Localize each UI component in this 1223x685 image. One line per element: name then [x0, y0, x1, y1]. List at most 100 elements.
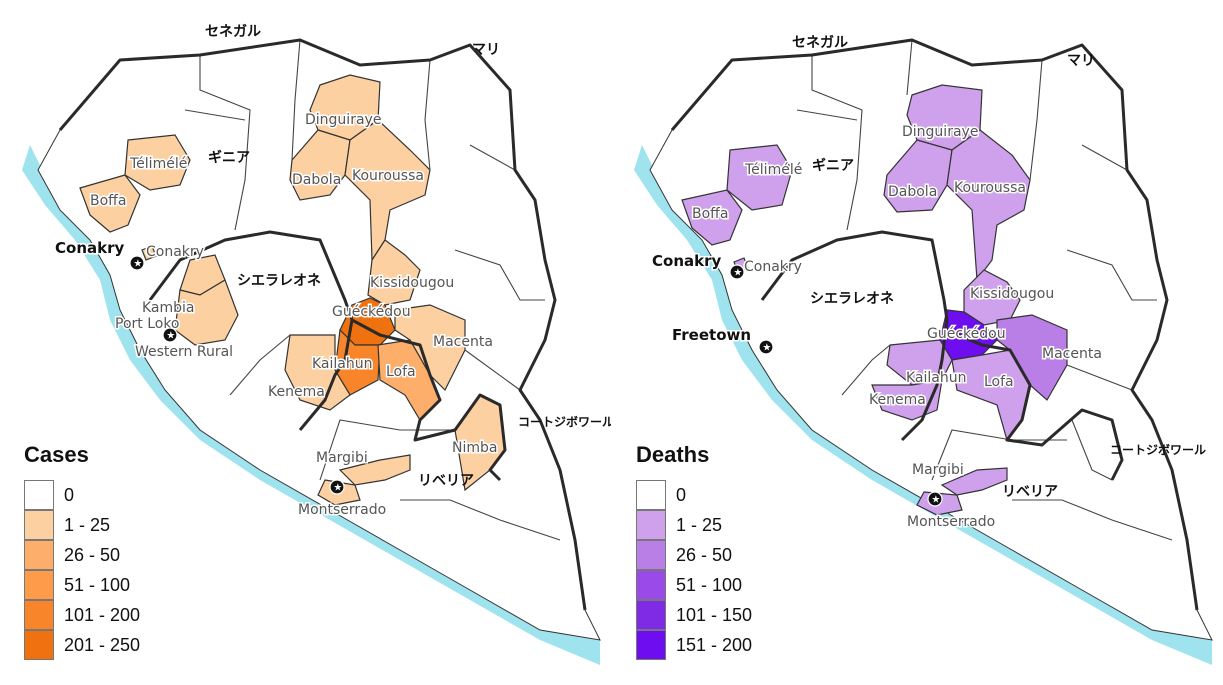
legend-label: 1 - 25 [64, 514, 111, 535]
label-macenta: Macenta [433, 334, 493, 350]
label-dabola: Dabola [292, 172, 341, 188]
district-boffa [681, 189, 743, 246]
legend-entry: 1 - 25 [24, 510, 140, 540]
legend-entry: 1 - 25 [636, 510, 752, 540]
label-city-conakry: Conakry [55, 239, 124, 257]
capital-markers: Conakry ★ ★ ★ [54, 238, 345, 495]
label-sierra-leone: シエラレオネ [237, 273, 321, 289]
label-kailahun: Kailahun [906, 370, 967, 386]
label-senegal: セネガル [205, 24, 261, 40]
legend-swatch [636, 480, 666, 510]
svg-text:★: ★ [762, 343, 771, 354]
label-dinguiraye: Dinguiraye [902, 124, 978, 140]
legend-label: 51 - 100 [64, 574, 131, 595]
label-kissidougou: Kissidougou [970, 286, 1054, 302]
label-kenema: Kenema [268, 384, 325, 400]
label-guinea: ギニア [208, 149, 250, 166]
national-borders [670, 38, 1199, 611]
label-liberia: リベリア [1002, 484, 1058, 500]
label-boffa: Boffa [692, 206, 728, 222]
label-lofa: Lofa [984, 374, 1014, 390]
capital-star-icon: ★ [927, 491, 943, 507]
legend-entry: 51 - 100 [24, 570, 140, 600]
legend-title: Cases [24, 442, 89, 467]
deaths-map-panel: Dinguiraye Télimélé Boffa Dabola Kourous… [612, 0, 1223, 685]
district-boffa [79, 174, 141, 233]
capital-star-icon: ★ [129, 255, 145, 271]
legend-label: 151 - 200 [676, 634, 753, 655]
label-conakry-district: Conakry [744, 259, 802, 275]
legend-label: 101 - 150 [676, 604, 753, 625]
legend-entry: 101 - 200 [24, 600, 140, 630]
legend-entry: 26 - 50 [24, 540, 140, 570]
label-port-loko: Port Loko [115, 316, 180, 332]
district-labels: Dinguiraye Télimélé Boffa Dabola Kourous… [691, 123, 1104, 532]
legend-swatch [636, 570, 666, 600]
label-liberia: リベリア [418, 473, 474, 489]
capital-markers: Conakry Freetown ★ ★ ★ [651, 251, 943, 507]
cases-legend: Cases 0 1 - 25 26 - 50 51 - 100 101 - 20… [24, 442, 140, 660]
legend-label: 201 - 250 [64, 634, 141, 655]
legend-entry: 0 [636, 480, 752, 510]
legend-label: 51 - 100 [676, 574, 743, 595]
label-montserrado: Montserrado [298, 502, 386, 518]
minor-borders [796, 39, 1173, 541]
legend-swatch [24, 600, 54, 630]
label-nimba: Nimba [452, 440, 497, 456]
legend-entry: 101 - 150 [636, 600, 752, 630]
legend-label: 0 [64, 484, 75, 505]
label-gueckedou: Guéckédou [927, 326, 1006, 342]
legend-swatch [24, 570, 54, 600]
legend-swatch [24, 540, 54, 570]
label-kenema: Kenema [869, 392, 926, 408]
legend-label: 1 - 25 [676, 514, 723, 535]
district-dabola [289, 129, 351, 201]
label-conakry-district: Conakry [146, 244, 204, 260]
svg-text:★: ★ [133, 259, 142, 270]
capital-star-icon: ★ [758, 339, 774, 355]
label-kailahun: Kailahun [312, 356, 373, 372]
label-dabola: Dabola [888, 184, 937, 200]
legend-label: 26 - 50 [64, 544, 121, 565]
label-western-rural: Western Rural [135, 344, 233, 360]
district-labels: Dinguiraye Télimélé Boffa Dabola Kourous… [89, 111, 499, 520]
district-macenta [394, 304, 466, 392]
svg-text:★: ★ [333, 483, 342, 494]
label-senegal: セネガル [792, 35, 848, 51]
capital-star-icon: ★ [162, 327, 178, 343]
label-lofa: Lofa [386, 364, 416, 380]
legend-swatch [636, 630, 666, 660]
label-kambia: Kambia [142, 300, 195, 316]
legend-entry: 151 - 200 [636, 630, 752, 660]
label-city-conakry: Conakry [652, 252, 721, 270]
district-dabola [883, 139, 953, 213]
legend-swatch [24, 480, 54, 510]
label-kissidougou: Kissidougou [370, 275, 454, 291]
label-telimele: Télimélé [744, 162, 802, 178]
district-kouroussa [946, 129, 1031, 282]
legend-swatch [24, 510, 54, 540]
label-mali: マリ [1067, 53, 1095, 69]
district-macenta [996, 314, 1068, 401]
label-boffa: Boffa [90, 193, 126, 209]
district-kenema [871, 379, 943, 421]
district-kouroussa [344, 119, 431, 262]
label-sierra-leone: シエラレオネ [810, 291, 894, 307]
label-macenta: Macenta [1042, 346, 1102, 362]
legend-swatch [636, 600, 666, 630]
district-kenema [284, 334, 351, 411]
legend-title: Deaths [636, 442, 710, 467]
minor-borders [184, 39, 561, 541]
svg-text:★: ★ [733, 268, 742, 279]
legend-entry: 201 - 250 [24, 630, 140, 660]
district-port-loko [174, 279, 239, 346]
label-city-freetown: Freetown [672, 326, 751, 344]
deaths-legend: Deaths 0 1 - 25 26 - 50 51 - 100 101 - 1… [636, 442, 752, 660]
cases-map-panel: Dinguiraye Télimélé Boffa Dabola Kourous… [0, 0, 611, 685]
district-kissidougou [367, 239, 421, 306]
country-labels: セネガル マリ ギニア シエラレオネ リベリア コートジボワール [205, 24, 611, 489]
legend-entry: 51 - 100 [636, 570, 752, 600]
label-cote-divoire: コートジボワール [1110, 442, 1206, 457]
label-kouroussa: Kouroussa [954, 180, 1026, 196]
label-kouroussa: Kouroussa [352, 168, 424, 184]
